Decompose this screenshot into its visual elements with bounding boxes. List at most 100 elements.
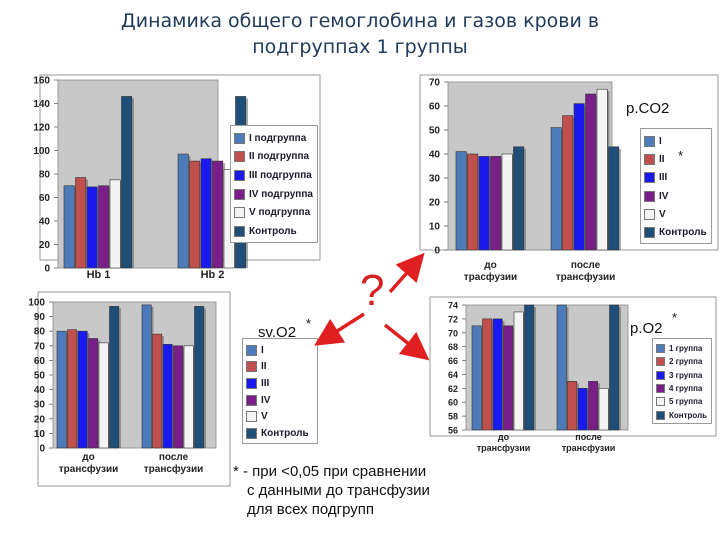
x-tick-label: трансфузии <box>144 463 203 475</box>
legend-entry: IV подгруппа <box>234 185 314 204</box>
legend-swatch <box>644 135 655 147</box>
legend-swatch <box>246 378 257 390</box>
legend-swatch <box>234 170 245 182</box>
legend-label: Контроль <box>249 226 297 238</box>
legend-entry: I <box>644 132 708 150</box>
pco2-title: p.CO2 <box>626 100 670 117</box>
legend-label: Контроль <box>261 428 309 440</box>
y-tick-label: 60 <box>39 193 51 204</box>
legend-swatch <box>234 226 245 238</box>
x-tick-label: трансфузии <box>556 271 615 283</box>
y-tick-label: 20 <box>39 240 51 251</box>
legend-entry: 5 группа <box>656 395 708 408</box>
legend-label: IV <box>261 394 271 406</box>
legend-swatch <box>246 394 257 406</box>
x-tick-label: трансфузии <box>477 443 531 453</box>
po2-title: p.O2 <box>630 320 663 337</box>
legend-label: 1 группа <box>669 344 703 354</box>
legend-entry: II подгруппа <box>234 148 314 167</box>
y-tick-label: 40 <box>39 217 51 228</box>
y-tick-label: 10 <box>34 429 46 440</box>
legend-entry: 4 группа <box>656 382 708 395</box>
legend-entry: IV <box>644 187 708 205</box>
legend-label: Контроль <box>669 410 708 420</box>
y-tick-label: 20 <box>429 198 441 209</box>
x-tick-label: трансфузии <box>59 463 118 475</box>
bar-shadow <box>618 307 621 430</box>
footnote-line-1: * - при <0,05 при сравнении <box>233 463 427 480</box>
y-tick-label: 56 <box>448 426 458 436</box>
bar-shadow <box>523 148 526 250</box>
y-tick-label: 0 <box>434 246 440 257</box>
y-tick-label: 72 <box>448 314 458 324</box>
legend-label: 4 группа <box>669 384 703 394</box>
legend-entry: III <box>246 375 314 392</box>
arrow-to-po2 <box>383 323 430 361</box>
y-tick-label: 64 <box>448 370 458 380</box>
x-tick-label: после <box>159 452 189 463</box>
question-mark: ? <box>360 266 385 315</box>
y-tick-label: 50 <box>429 126 441 137</box>
legend-entry: I <box>246 342 314 359</box>
legend-swatch <box>656 344 665 354</box>
arrow-to-svo2 <box>314 312 365 346</box>
footnote-line-2: с данными до трансфузии <box>247 482 430 499</box>
pco2-legend: I II III IV V Контроль <box>640 128 712 244</box>
y-tick-label: 60 <box>34 356 46 367</box>
legend-swatch <box>656 370 665 380</box>
legend-swatch <box>644 172 655 184</box>
bar-shadow <box>618 148 621 250</box>
hb-legend: I подгруппа II подгруппа III подгруппа IV п… <box>230 125 318 243</box>
bar-shadow <box>203 308 206 448</box>
y-tick-label: 50 <box>34 371 46 382</box>
footnote-line-3: для всех подгрупп <box>247 501 375 518</box>
legend-entry: V подгруппа <box>234 204 314 223</box>
y-tick-label: 40 <box>429 150 441 161</box>
y-tick-label: 100 <box>28 298 45 309</box>
y-tick-label: 0 <box>39 444 45 455</box>
legend-entry: 3 группа <box>656 369 708 382</box>
y-tick-label: 70 <box>429 78 441 89</box>
page-title: Динамика общего гемоглобина и газов кров… <box>60 8 660 60</box>
legend-entry: II <box>644 150 708 168</box>
y-tick-label: 40 <box>34 385 46 396</box>
legend-swatch <box>644 190 655 202</box>
legend-swatch <box>246 411 257 423</box>
svo2-significance-mark: * <box>306 316 312 331</box>
legend-swatch <box>656 357 665 367</box>
x-tick-label: до <box>484 260 496 271</box>
legend-label: I подгруппа <box>249 132 307 144</box>
legend-label: 3 группа <box>669 370 703 380</box>
legend-entry: II <box>246 359 314 376</box>
y-tick-label: 100 <box>33 146 50 157</box>
legend-swatch <box>644 153 655 165</box>
bar-shadow <box>533 307 536 430</box>
legend-label: V <box>261 411 268 423</box>
legend-label: IV <box>659 190 669 202</box>
bar-shadow <box>131 98 134 268</box>
y-tick-label: 90 <box>34 312 46 323</box>
x-tick-label: до <box>82 452 94 463</box>
legend-entry: V <box>246 409 314 426</box>
y-tick-label: 160 <box>33 76 50 87</box>
legend-entry: 1 группа <box>656 342 708 355</box>
po2-legend: 1 группа 2 группа 3 группа 4 группа 5 группа… <box>652 338 712 424</box>
x-tick-label: Hb 2 <box>201 269 225 281</box>
x-tick-label: трансфузии <box>562 443 616 453</box>
legend-entry: III подгруппа <box>234 166 314 185</box>
y-tick-label: 66 <box>448 356 458 366</box>
legend-entry: III <box>644 169 708 187</box>
legend-label: V <box>659 208 666 220</box>
arrow-to-pco2 <box>388 252 425 294</box>
x-tick-label: Hb 1 <box>87 269 111 281</box>
legend-swatch <box>644 208 655 220</box>
legend-swatch <box>656 384 665 394</box>
y-tick-label: 80 <box>39 170 51 181</box>
legend-label: II <box>659 153 665 165</box>
legend-label: Контроль <box>659 227 707 239</box>
legend-label: I <box>261 344 264 356</box>
legend-swatch <box>234 188 245 200</box>
legend-entry: Контроль <box>644 224 708 242</box>
